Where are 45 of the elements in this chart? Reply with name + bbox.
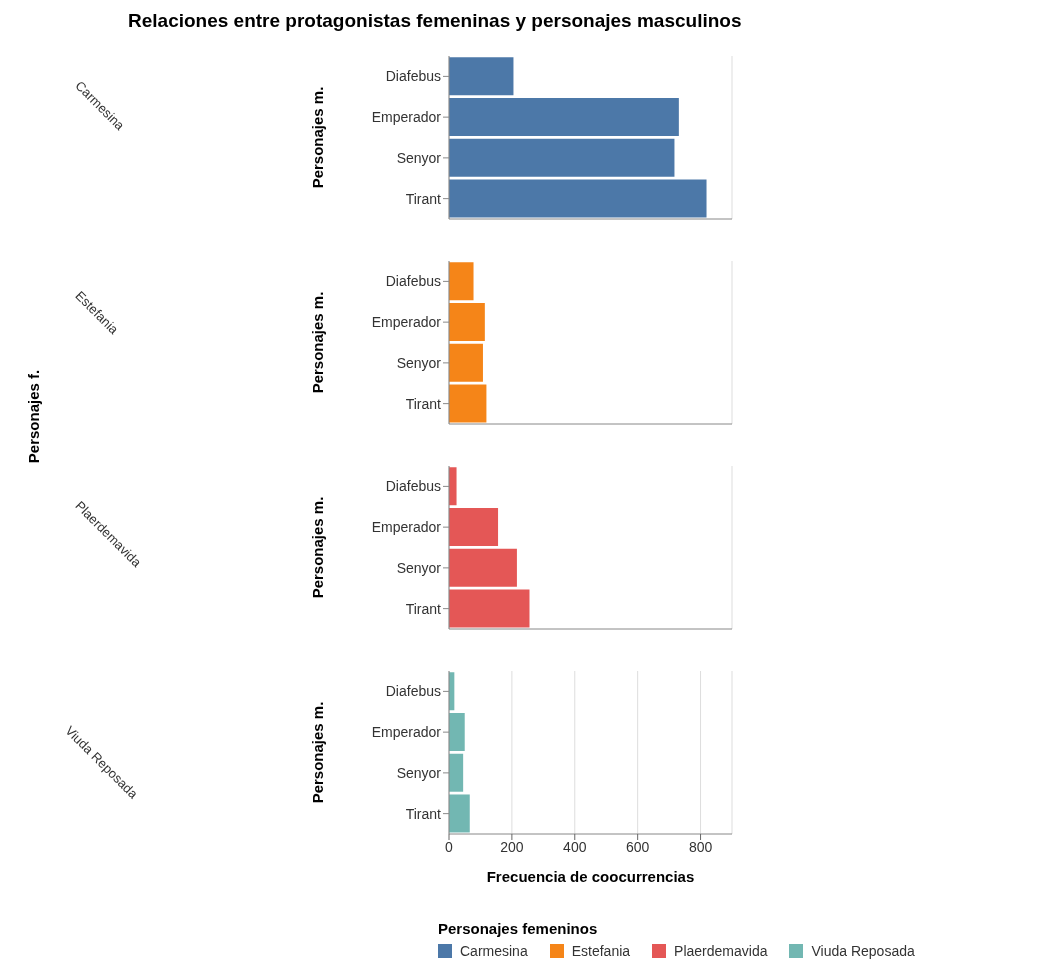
x-tick-label: 200 <box>500 838 524 855</box>
x-tick-label: 800 <box>688 838 713 855</box>
legend-title: Personajes femeninos <box>438 920 599 937</box>
y-tick-label: Senyor <box>396 559 442 576</box>
bar <box>449 507 499 546</box>
bar <box>449 343 483 382</box>
y-tick-label: Diafebus <box>385 273 441 290</box>
bar <box>449 97 679 136</box>
bar <box>449 179 707 218</box>
legend-label: Carmesina <box>460 943 528 959</box>
y-tick-label: Tirant <box>405 395 442 412</box>
y-tick-label: Emperador <box>371 314 442 331</box>
y-tick-label: Tirant <box>405 600 442 617</box>
bar <box>449 302 485 341</box>
bar <box>449 57 514 96</box>
y-tick-label: Senyor <box>396 764 442 781</box>
y-tick-label: Tirant <box>405 190 442 207</box>
legend-label: Estefania <box>571 943 631 959</box>
y-tick-label: Senyor <box>396 354 442 371</box>
y-tick-label: Tirant <box>405 805 442 822</box>
legend-label: Viuda Reposada <box>811 943 915 959</box>
chart-title: Relaciones entre protagonistas femeninas y personajes masculinos <box>128 10 742 32</box>
bar <box>449 548 517 587</box>
text: Personajes f. <box>24 368 42 466</box>
y-tick-label: Diafebus <box>385 68 441 85</box>
y-tick-label: Emperador <box>371 724 442 741</box>
x-axis-title: Frecuencia de coocurrencias <box>486 868 695 885</box>
legend-label: Plaerdemavida <box>674 943 768 959</box>
y-tick-label: Diafebus <box>385 683 441 700</box>
x-tick-label: 400 <box>563 838 587 855</box>
x-tick-label: 600 <box>625 838 650 855</box>
y-axis-title: Personajes m. <box>309 86 327 189</box>
y-tick-label: Emperador <box>371 519 442 536</box>
y-axis-title: Personajes m. <box>309 496 327 599</box>
y-tick-label: Senyor <box>396 149 442 166</box>
y-axis-title: Personajes m. <box>309 701 327 804</box>
y-axis-title: Personajes m. <box>309 291 327 394</box>
y-tick-label: Diafebus <box>385 478 441 495</box>
bar <box>449 262 474 301</box>
bar <box>449 384 487 423</box>
y-tick-label: Emperador <box>371 109 442 126</box>
bar <box>449 467 457 506</box>
bar <box>449 138 675 177</box>
bar <box>449 589 530 628</box>
x-tick-label: 0 <box>445 838 454 855</box>
